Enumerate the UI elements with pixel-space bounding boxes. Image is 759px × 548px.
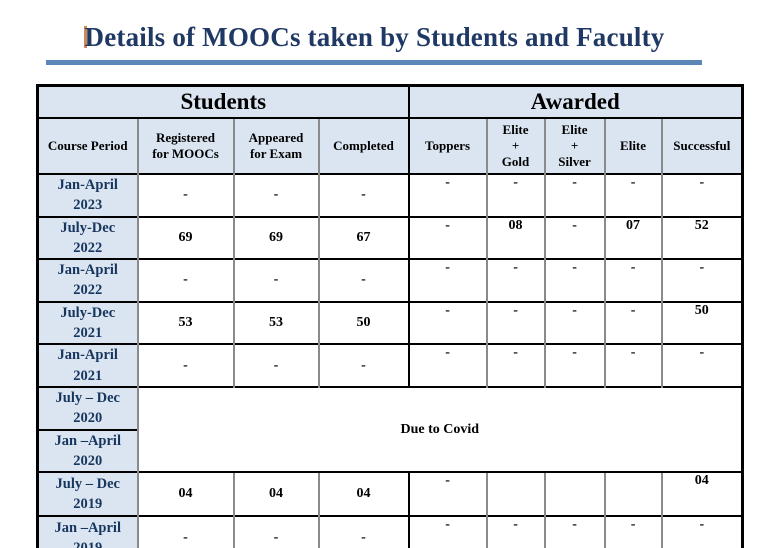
table-row: Jan –April 2020 xyxy=(36,428,743,473)
data-cell: - xyxy=(660,173,743,217)
column-header-registered: Registered for MOOCs xyxy=(136,117,234,174)
table-row: July – Dec 2020 Due to Covid xyxy=(36,385,743,473)
data-cell: 50 xyxy=(660,300,743,345)
data-cell: - xyxy=(603,343,662,387)
text-cursor-artifact xyxy=(83,26,87,48)
group-header-row: Students Awarded xyxy=(36,84,743,118)
data-cell: 04 xyxy=(317,471,409,517)
group-header-students: Students xyxy=(36,84,409,118)
course-period-cell: Jan-April 2023 xyxy=(36,173,138,217)
data-cell: - xyxy=(407,515,487,548)
data-cell: 52 xyxy=(660,215,743,260)
data-cell: - xyxy=(407,471,487,517)
data-cell: - xyxy=(232,515,319,548)
data-cell: 69 xyxy=(232,215,319,260)
data-cell: - xyxy=(543,515,605,548)
data-cell xyxy=(603,471,662,517)
course-period-cell: Jan –April 2020 xyxy=(36,428,138,473)
table-row: July-Dec 2022 69 69 67 - 08 - 07 52 xyxy=(36,215,743,260)
course-period-cell: July – Dec 2019 xyxy=(36,471,138,517)
data-cell: - xyxy=(543,215,605,260)
data-cell: 53 xyxy=(232,300,319,345)
course-period-cell: Jan-April 2021 xyxy=(36,343,138,387)
course-period-cell: Jan –April 2019 xyxy=(36,515,138,548)
data-cell: - xyxy=(317,173,409,217)
data-cell xyxy=(543,471,605,517)
table-row: Jan-April 2023 - - - - - - - - xyxy=(36,173,743,217)
table-row: Jan-April 2022 - - - - - - - - xyxy=(36,258,743,302)
data-cell: - xyxy=(485,258,545,302)
data-cell: - xyxy=(543,300,605,345)
data-cell: - xyxy=(485,300,545,345)
data-cell: - xyxy=(407,215,487,260)
moocs-table: Students Awarded Course Period Registere… xyxy=(36,84,745,548)
data-cell: - xyxy=(407,343,487,387)
table-row: Jan-April 2021 - - - - - - - - xyxy=(36,343,743,387)
data-cell: - xyxy=(543,343,605,387)
data-cell: - xyxy=(407,173,487,217)
data-cell: - xyxy=(485,343,545,387)
column-header-row: Course Period Registered for MOOCs Appea… xyxy=(36,117,743,174)
data-cell: - xyxy=(317,515,409,548)
data-cell: - xyxy=(603,258,662,302)
data-cell: - xyxy=(603,300,662,345)
course-period-cell: Jan-April 2022 xyxy=(36,258,138,302)
data-cell: - xyxy=(232,173,319,217)
data-cell: - xyxy=(407,258,487,302)
data-cell: - xyxy=(660,258,743,302)
data-cell: - xyxy=(603,173,662,217)
data-cell: 07 xyxy=(603,215,662,260)
column-header-course-period: Course Period xyxy=(36,117,138,174)
data-cell: - xyxy=(660,343,743,387)
table-row: July – Dec 2019 04 04 04 - 04 xyxy=(36,471,743,517)
covid-note-cell: Due to Covid xyxy=(136,385,743,473)
column-header-elite: Elite xyxy=(603,117,662,174)
column-header-successful: Successful xyxy=(660,117,743,174)
data-cell: 04 xyxy=(660,471,743,517)
data-cell: - xyxy=(136,343,234,387)
data-cell: - xyxy=(543,258,605,302)
course-period-cell: July – Dec 2020 xyxy=(36,385,138,430)
data-cell: - xyxy=(407,300,487,345)
data-cell: 69 xyxy=(136,215,234,260)
data-cell: 08 xyxy=(485,215,545,260)
page-title-block: Details of MOOCs taken by Students and F… xyxy=(46,22,702,65)
data-cell: - xyxy=(136,258,234,302)
column-header-elite-silver: Elite + Silver xyxy=(543,117,605,174)
column-header-appeared: Appeared for Exam xyxy=(232,117,319,174)
column-header-elite-gold: Elite + Gold xyxy=(485,117,545,174)
data-cell: - xyxy=(136,515,234,548)
course-period-cell: July-Dec 2022 xyxy=(36,215,138,260)
data-cell: - xyxy=(317,258,409,302)
data-cell: 53 xyxy=(136,300,234,345)
table-row: Jan –April 2019 - - - - - - - - xyxy=(36,515,743,548)
data-cell: - xyxy=(136,173,234,217)
page-title: Details of MOOCs taken by Students and F… xyxy=(84,22,665,52)
data-cell: - xyxy=(485,173,545,217)
data-cell: - xyxy=(485,515,545,548)
data-cell: - xyxy=(603,515,662,548)
data-cell: 50 xyxy=(317,300,409,345)
data-cell: 67 xyxy=(317,215,409,260)
course-period-cell: July-Dec 2021 xyxy=(36,300,138,345)
group-header-awarded: Awarded xyxy=(407,84,743,118)
data-cell: - xyxy=(317,343,409,387)
column-header-completed: Completed xyxy=(317,117,409,174)
data-cell xyxy=(485,471,545,517)
data-cell: 04 xyxy=(136,471,234,517)
column-header-toppers: Toppers xyxy=(407,117,487,174)
data-cell: - xyxy=(232,258,319,302)
data-cell: 04 xyxy=(232,471,319,517)
data-cell: - xyxy=(543,173,605,217)
table-row: July-Dec 2021 53 53 50 - - - - 50 xyxy=(36,300,743,345)
data-cell: - xyxy=(232,343,319,387)
data-cell: - xyxy=(660,515,743,548)
